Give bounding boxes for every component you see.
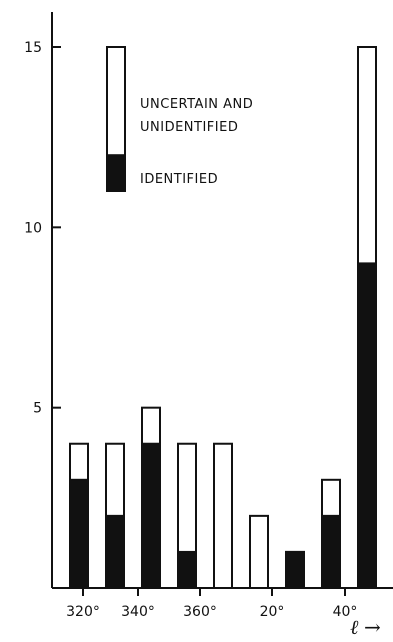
bar-identified-1 <box>106 516 124 588</box>
bar-identified-0 <box>70 480 88 588</box>
legend-label-uncertain-line1: UNCERTAIN AND <box>140 97 253 112</box>
legend: UNCERTAIN AND UNIDENTIFIED IDENTIFIED <box>107 47 253 191</box>
bar-identified-2 <box>142 444 160 588</box>
bar-identified-6 <box>286 552 304 588</box>
bar-identified-3 <box>178 552 196 588</box>
bar-identified-8 <box>358 263 376 588</box>
legend-label-uncertain-line2: UNIDENTIFIED <box>140 120 238 135</box>
bar-total-4 <box>214 444 232 588</box>
y-tick-label-15: 15 <box>24 40 42 56</box>
legend-swatch-identified <box>107 155 125 191</box>
legend-label-identified: IDENTIFIED <box>140 172 218 187</box>
x-tick-label-1: 340° <box>121 604 155 620</box>
x-tick-label-3: 20° <box>260 604 285 620</box>
x-axis-arrow: → <box>364 615 381 639</box>
x-axis-label: ℓ <box>350 615 359 639</box>
bar-identified-7 <box>322 516 340 588</box>
y-tick-label-5: 5 <box>33 401 42 417</box>
x-tick-label-2: 360° <box>183 604 217 620</box>
bar-total-5 <box>250 516 268 588</box>
x-tick-label-0: 320° <box>66 604 100 620</box>
y-tick-label-10: 10 <box>24 220 42 236</box>
